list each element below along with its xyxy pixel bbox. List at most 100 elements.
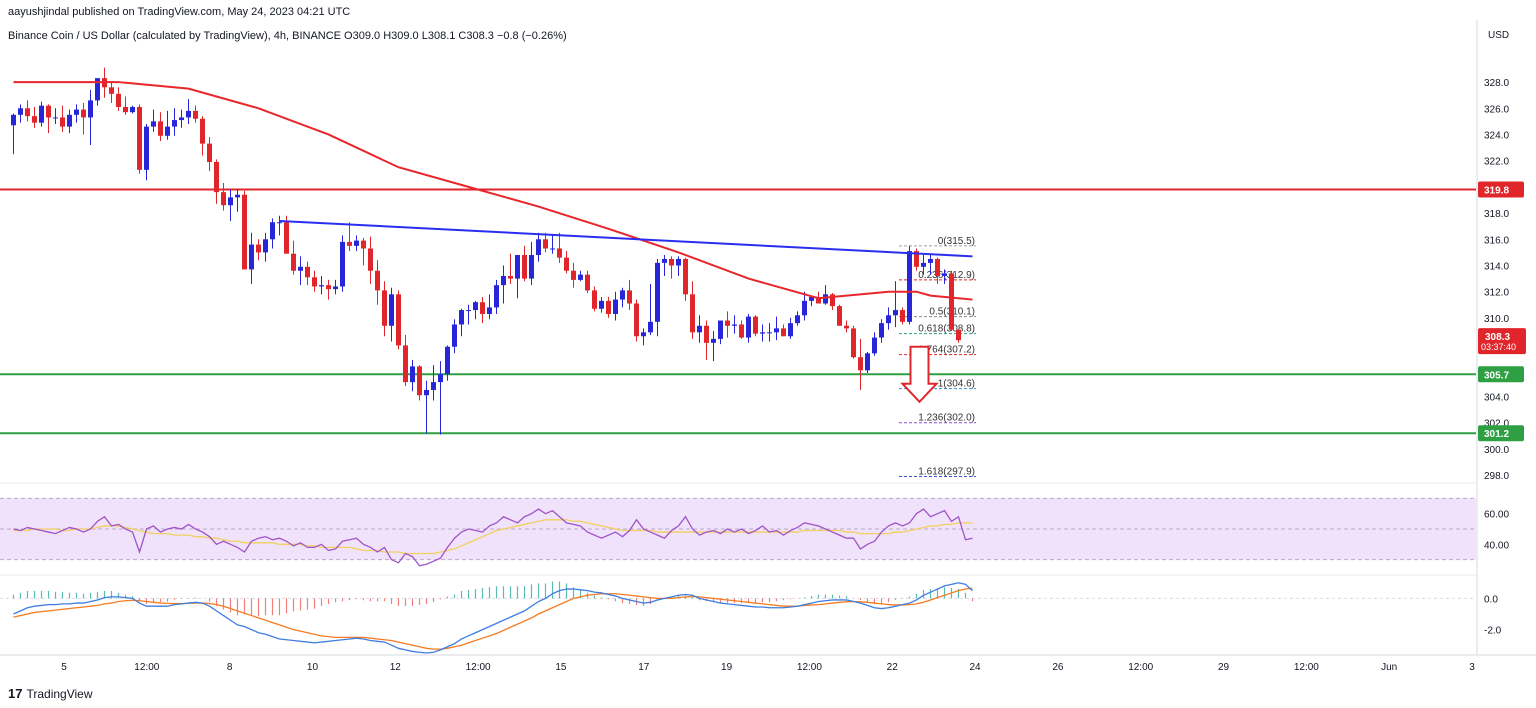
candle-body <box>907 251 912 322</box>
candle-body <box>599 300 604 309</box>
time-tick-label: 8 <box>227 662 233 673</box>
time-tick-label: 12 <box>390 662 402 673</box>
candle-body <box>949 273 954 330</box>
trend-line[interactable] <box>279 219 973 258</box>
candle-body <box>242 194 247 270</box>
publish-info: aayushjindal published on TradingView.co… <box>8 6 351 18</box>
time-tick-label: 10 <box>307 662 319 673</box>
candle-body <box>613 299 618 314</box>
candle-body <box>305 266 310 278</box>
candle-body <box>74 109 79 115</box>
candle-body <box>172 120 177 127</box>
last-price-box <box>1478 328 1526 355</box>
candle-body <box>431 382 436 390</box>
price-axis[interactable]: USD 328.0 326.0 324.0 322.0 318.0 316.0 314.0 31… <box>1478 30 1526 637</box>
candle-body <box>802 300 807 316</box>
candle-body <box>480 302 485 314</box>
candle-body <box>130 106 135 113</box>
candle-body <box>844 325 849 329</box>
price-tick-label: 304.0 <box>1484 393 1509 404</box>
candle-body <box>438 374 443 383</box>
down-arrow-annotation[interactable] <box>900 345 939 404</box>
price-tick-label: 324.0 <box>1484 130 1509 141</box>
candle-body <box>956 329 961 341</box>
candle-body <box>620 290 625 300</box>
candle-body <box>354 240 359 246</box>
fib-level-label: 0.618(308.8) <box>918 324 975 335</box>
candle-body <box>788 323 793 337</box>
candle-body <box>410 366 415 383</box>
candle-body <box>473 302 478 311</box>
price-tick-label: 312.0 <box>1484 288 1509 299</box>
price-tick-label: 318.0 <box>1484 209 1509 220</box>
rsi-line <box>13 508 973 567</box>
candle-body <box>340 241 345 287</box>
candle-body <box>529 255 534 279</box>
time-tick-label: 5 <box>61 662 67 673</box>
candle-body <box>634 303 639 337</box>
time-tick-label: 12:00 <box>1294 662 1319 673</box>
candle-body <box>116 93 121 107</box>
macd-indicator <box>0 581 1476 654</box>
rsi-ma-line <box>13 519 973 555</box>
candle-body <box>249 244 254 270</box>
time-tick-label: 12:00 <box>797 662 822 673</box>
candle-body <box>312 277 317 287</box>
candle-body <box>795 315 800 324</box>
candle-body <box>592 290 597 309</box>
candle-body <box>109 87 114 94</box>
candle-body <box>725 320 730 326</box>
time-axis[interactable]: 5 12:00 8 10 12 12:00 15 17 19 12:00 22 24 26 12:00 29… <box>61 662 1475 673</box>
candle-body <box>606 300 611 314</box>
candle-body <box>879 323 884 338</box>
candle-body <box>865 353 870 371</box>
time-tick-label: 15 <box>555 662 567 673</box>
tradingview-logo-icon: 17 <box>8 686 23 701</box>
candle-body <box>578 274 583 280</box>
candle-body <box>424 389 429 396</box>
candle-body <box>900 310 905 322</box>
countdown-label: 03:37:40 <box>1481 342 1516 352</box>
candle-body <box>88 100 93 118</box>
candle-body <box>585 274 590 291</box>
candle-body <box>935 258 940 276</box>
candle-body <box>95 78 100 101</box>
candle-body <box>389 294 394 326</box>
blue-trend-line <box>279 219 973 258</box>
tradingview-brand-text: TradingView <box>26 686 93 701</box>
candle-body <box>46 105 51 118</box>
candle-body <box>669 258 674 266</box>
candle-body <box>193 110 198 119</box>
candle-body <box>466 310 471 312</box>
candle-body <box>641 332 646 337</box>
candle-body <box>207 143 212 162</box>
time-tick-label: 19 <box>721 662 733 673</box>
candle-body <box>858 357 863 371</box>
fib-level-label: 0.764(307.2) <box>918 345 975 356</box>
candle-body <box>186 110 191 118</box>
candle-body <box>11 114 16 126</box>
candle-body <box>165 126 170 136</box>
candle-body <box>942 273 947 276</box>
candle-body <box>298 266 303 271</box>
candle-body <box>676 258 681 266</box>
candle-body <box>25 108 30 117</box>
time-tick-label: 17 <box>638 662 650 673</box>
candle-body <box>501 275 506 286</box>
macd-tick-label: -2.0 <box>1484 626 1502 637</box>
candle-body <box>914 251 919 267</box>
candle-body <box>151 121 156 127</box>
candle-body <box>816 296 821 304</box>
candle-body <box>347 241 352 246</box>
candle-body <box>830 294 835 307</box>
symbol-ohlc-legend: Binance Coin / US Dollar (calculated by … <box>8 30 567 42</box>
rsi-indicator <box>13 508 973 567</box>
support-price-label: 305.7 <box>1484 370 1509 381</box>
candle-body <box>837 306 842 326</box>
rsi-tick-label: 40.00 <box>1484 540 1509 551</box>
candle-body <box>256 244 261 253</box>
candle-body <box>508 275 513 279</box>
support-price-box <box>1478 366 1524 383</box>
fib-level-label: 0(315.5) <box>938 236 975 247</box>
